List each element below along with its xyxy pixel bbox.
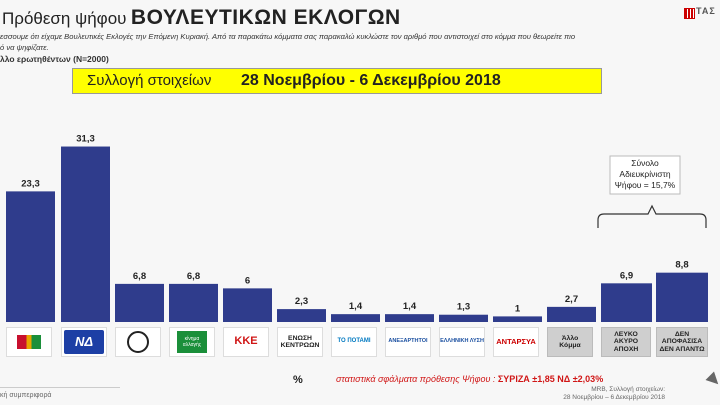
collection-period-banner: Συλλογή στοιχείων 28 Νοεμβρίου - 6 Δεκεμ… xyxy=(72,68,602,94)
source-line-2: 28 Νοεμβρίου – 6 Δεκεμβρίου 2018 xyxy=(563,394,665,401)
title-part1: Πρόθεση ψήφου xyxy=(2,9,127,28)
syriza-logo-icon xyxy=(17,335,41,349)
category-blank-abstain: ΛΕΥΚΟ ΑΚΥΡΟ ΑΠΟΧΗ xyxy=(601,327,651,357)
bar-value-label-3: 6,8 xyxy=(187,271,200,282)
source-note: MRB, Συλλογή στοιχείων: 28 Νοεμβρίου – 6… xyxy=(545,386,665,402)
bar-value-label-12: 8,8 xyxy=(675,260,688,271)
bar-1 xyxy=(61,146,110,322)
period-label: Συλλογή στοιχείων xyxy=(87,72,212,89)
other-party-label: Άλλο Κόμμα xyxy=(559,334,581,350)
category-undecided: ΔΕΝ ΑΠΟΦΑΣΙΣΑ ΔΕΝ ΑΠΑΝΤΩ xyxy=(656,327,708,357)
potami-label: ΤΟ ΠΟΤΑΜΙ xyxy=(337,338,371,345)
margin-of-error: στατιστικά σφάλματα πρόθεσης Ψήφου : ΣΥΡ… xyxy=(336,374,603,384)
period-range: 28 Νοεμβρίου - 6 Δεκεμβρίου 2018 xyxy=(241,72,501,89)
kinal-label: κίνημα αλλαγής xyxy=(182,336,202,348)
party-logo-anel: ΑΝΕΞΑΡΤΗΤΟΙ xyxy=(385,327,431,357)
y-unit-label: % xyxy=(293,374,303,386)
bar-3 xyxy=(169,283,218,322)
nd-label: ΝΔ xyxy=(74,334,94,350)
bar-value-label-1: 31,3 xyxy=(76,134,95,145)
undecided-label: ΔΕΝ ΑΠΟΦΑΣΙΣΑ ΔΕΝ ΑΠΑΝΤΩ xyxy=(659,330,705,353)
bar-value-label-8: 1,3 xyxy=(457,302,470,313)
page-title: Πρόθεση ψήφου ΒΟΥΛΕΥΤΙΚΩΝ ΕΚΛΟΓΩΝ xyxy=(2,6,401,30)
margin-values: ΣΥΡΙΖΑ ±1,85 ΝΔ ±2,03% xyxy=(497,374,604,384)
footer-left-note: κή συμπεριφορά xyxy=(0,392,52,399)
bar-value-label-0: 23,3 xyxy=(21,178,40,189)
party-logo-antarsya: ΑΝΤΑΡΣΥΑ xyxy=(493,327,539,357)
blank-abstain-label: ΛΕΥΚΟ ΑΚΥΡΟ ΑΠΟΧΗ xyxy=(613,330,639,353)
undecided-line-1: Σύνολο xyxy=(631,158,659,168)
margin-prefix: στατιστικά σφάλματα πρόθεσης Ψήφου : xyxy=(336,374,498,384)
party-logo-xa xyxy=(115,327,161,357)
bar-8 xyxy=(439,314,488,322)
ek-label: ΕΝΩΣΗ ΚΕΝΤΡΩΩΝ xyxy=(280,334,320,350)
bar-11 xyxy=(601,283,652,322)
bar-5 xyxy=(277,309,326,322)
brand-logo: ΤΑΣ xyxy=(684,6,720,22)
bar-value-label-9: 1 xyxy=(515,303,521,314)
bar-value-label-11: 6,9 xyxy=(620,270,633,281)
undecided-note-box xyxy=(609,155,681,195)
el-label: ΕΛΛΗΝΙΚΗ ΛΥΣΗ xyxy=(440,338,484,345)
bar-value-label-10: 2,7 xyxy=(565,294,578,305)
kke-label: ΚΚΕ xyxy=(234,335,258,348)
bar-value-label-5: 2,3 xyxy=(295,296,308,307)
nd-logo-icon: ΝΔ xyxy=(64,330,104,354)
party-logo-el: ΕΛΛΗΝΙΚΗ ΛΥΣΗ xyxy=(439,327,485,357)
bar-12 xyxy=(656,272,708,322)
bar-10 xyxy=(547,306,596,322)
bar-value-label-7: 1,4 xyxy=(403,301,417,312)
logo-text: ΤΑΣ xyxy=(696,6,716,16)
kinal-logo-icon: κίνημα αλλαγής xyxy=(177,331,207,353)
party-logo-syriza xyxy=(6,327,52,357)
anel-label: ΑΝΕΞΑΡΤΗΤΟΙ xyxy=(388,338,428,345)
footer-divider xyxy=(0,387,120,388)
title-part2: ΒΟΥΛΕΥΤΙΚΩΝ ΕΚΛΟΓΩΝ xyxy=(130,6,401,29)
party-logo-kinal: κίνημα αλλαγής xyxy=(169,327,215,357)
bar-4 xyxy=(223,288,272,322)
category-other-party: Άλλο Κόμμα xyxy=(547,327,593,357)
xa-logo-icon xyxy=(127,331,149,353)
party-logo-potami: ΤΟ ΠΟΤΑΜΙ xyxy=(331,327,377,357)
sample-base: λλο ερωτηθέντων (Ν=2000) xyxy=(0,54,109,64)
party-logo-nd: ΝΔ xyxy=(61,327,107,357)
question-line-1: εσσουμε ότι είχαμε Βουλευτικές Εκλογές τ… xyxy=(0,32,576,41)
question-line-2: ό να ψηφίζατε. xyxy=(0,43,49,52)
bar-value-label-6: 1,4 xyxy=(349,301,363,312)
bar-value-label-4: 6 xyxy=(245,275,250,286)
survey-question: εσσουμε ότι είχαμε Βουλευτικές Εκλογές τ… xyxy=(0,31,716,53)
bar-value-label-2: 6,8 xyxy=(133,271,146,282)
bar-6 xyxy=(331,314,380,322)
bar-0 xyxy=(6,191,55,322)
bar-7 xyxy=(385,314,434,322)
party-logo-ek: ΕΝΩΣΗ ΚΕΝΤΡΩΩΝ xyxy=(277,327,323,357)
bar-2 xyxy=(115,283,164,322)
party-logo-kke: ΚΚΕ xyxy=(223,327,269,357)
logo-mark-icon xyxy=(684,8,695,19)
bar-9 xyxy=(493,316,542,322)
source-line-1: MRB, Συλλογή στοιχείων: xyxy=(591,386,665,393)
undecided-total-note: Σύνολο Αδιευκρίνιστη Ψήφου = 15,7% xyxy=(612,158,678,191)
undecided-line-2: Αδιευκρίνιστη xyxy=(619,169,671,179)
antarsya-label: ΑΝΤΑΡΣΥΑ xyxy=(496,337,536,347)
undecided-bracket xyxy=(597,204,707,228)
undecided-line-3: Ψήφου = 15,7% xyxy=(614,180,676,190)
